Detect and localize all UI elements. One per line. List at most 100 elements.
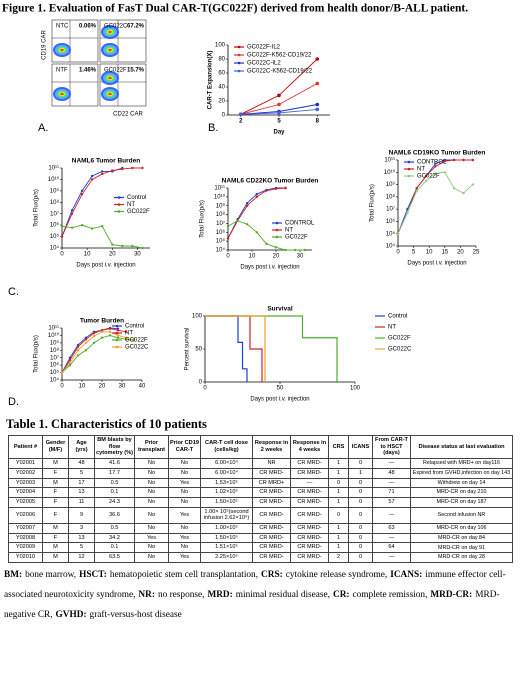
x-axis-label: Day xyxy=(273,130,285,136)
legend-label: GC022F-K562-CD19/22 xyxy=(247,53,312,59)
data-point xyxy=(68,358,72,362)
data-point xyxy=(124,336,128,339)
table-cell: F xyxy=(42,506,69,525)
data-point xyxy=(116,336,120,339)
table-cell: CR MRD- xyxy=(290,458,329,469)
table-cell: Second infusion NR xyxy=(410,506,513,525)
y-tick-label: 10⁶ xyxy=(386,218,396,225)
data-point xyxy=(131,166,134,170)
y-tick-label: 10⁹ xyxy=(50,187,60,194)
y-tick-label: 10¹⁰ xyxy=(48,332,60,339)
data-point xyxy=(277,111,281,115)
data-point xyxy=(303,248,306,252)
legend-label: GC022F xyxy=(417,174,440,180)
data-point xyxy=(70,226,74,229)
footnote-text: cytokine release syndrome, xyxy=(285,569,388,580)
data-point xyxy=(315,107,320,112)
y-tick-label: 0 xyxy=(199,380,203,386)
table-cell: No xyxy=(134,487,169,498)
table-cell: MRD-CR on day 28 xyxy=(410,552,513,563)
footnote-text: no response, xyxy=(157,589,205,600)
y-tick-label: 100 xyxy=(192,314,203,320)
axis-label: CD22 CAR xyxy=(113,112,143,118)
table-cell: MRD-CR on day 91 xyxy=(410,542,513,554)
table-cell: 1 xyxy=(328,458,349,469)
flow-density xyxy=(108,30,112,34)
header-cell: Patient # xyxy=(8,434,43,460)
series-line xyxy=(61,224,143,249)
y-axis-label: Total Flux(p/s) xyxy=(34,335,40,373)
x-tick-label: 5 xyxy=(412,250,416,256)
table-cell: MRD-CR on day 106 xyxy=(410,523,513,534)
data-point xyxy=(277,102,281,107)
data-point xyxy=(424,179,428,183)
x-tick-label: 20 xyxy=(273,254,280,260)
footnote-text: MRD-negative CR, xyxy=(4,589,500,620)
table-cell: MRD-CR on day 84 xyxy=(410,532,513,544)
data-point xyxy=(274,246,278,249)
x-tick-label: 0 xyxy=(60,252,64,258)
table-cell: 0 xyxy=(348,506,373,525)
legend-marker xyxy=(117,196,121,199)
header-cell: Gender (M/F) xyxy=(42,434,69,460)
footnote-item: MRD: minimal residual disease, xyxy=(207,590,330,600)
y-tick-label: 10⁹ xyxy=(50,339,60,346)
y-tick-label: 80 xyxy=(218,57,225,63)
table-cell: Y02002 xyxy=(8,467,43,479)
flow-percent: 0.06% xyxy=(79,24,97,30)
table-cell: F xyxy=(42,496,69,508)
footnote-item: MRD-CR: MRD-negative CR, xyxy=(4,590,500,620)
header-cell: Response in 2 weeks xyxy=(252,434,291,460)
table-cell: No xyxy=(134,506,169,525)
footnote-item: CRS: cytokine release syndrome, xyxy=(261,570,387,580)
data-point xyxy=(68,361,72,365)
data-point xyxy=(80,193,84,196)
footnote: BM: bone marrow, HSCT: hematopoietic stem c… xyxy=(4,565,514,625)
data-point xyxy=(434,162,437,165)
series-line xyxy=(240,83,318,115)
table-cell: 0 xyxy=(328,506,349,525)
y-tick-label: 10⁸ xyxy=(50,199,60,206)
y-tick-label: 10⁷ xyxy=(386,206,395,213)
data-point xyxy=(265,189,268,192)
table-title: Table 1. Characteristics of 10 patients xyxy=(6,417,207,431)
legend-label: NT xyxy=(285,228,293,234)
data-point xyxy=(274,187,278,191)
table-cell: Y02005 xyxy=(8,496,43,508)
table-cell: No xyxy=(134,467,169,479)
x-tick-label: 100 xyxy=(350,386,361,392)
y-tick-label: 40 xyxy=(218,85,225,91)
data-point xyxy=(132,339,136,342)
legend-label: Control xyxy=(388,314,407,320)
series-line xyxy=(61,327,119,373)
y-tick-label: 20 xyxy=(218,99,225,105)
x-axis-label: Days post i.v. injection xyxy=(240,265,299,271)
y-tick-label: 10⁵ xyxy=(386,230,396,237)
table-cell: CR MRD- xyxy=(252,542,291,554)
series-line xyxy=(61,334,134,373)
table-cell: M xyxy=(42,542,69,554)
legend-label: CONTROL xyxy=(285,221,315,227)
y-axis-label: Total Flux(p/s) xyxy=(34,189,40,227)
data-point xyxy=(255,192,258,196)
footnote-item: BM: bone marrow, xyxy=(4,570,76,580)
x-axis-label: Days post i.v. injection xyxy=(407,261,466,267)
header-cell: Prior transplant xyxy=(134,434,169,460)
table-cell: 0.5 xyxy=(94,523,135,534)
header-cell: Age (yrs) xyxy=(68,434,95,460)
flow-name: NTF xyxy=(56,68,68,74)
legend-marker xyxy=(237,61,241,65)
footnote-text: minimal residual disease, xyxy=(235,589,330,600)
y-tick-label: 10¹¹ xyxy=(48,166,59,172)
x-tick-label: 0 xyxy=(60,384,64,390)
panel-label: A. xyxy=(38,122,48,134)
x-tick-label: 25 xyxy=(473,250,480,256)
table-cell: 13 xyxy=(68,532,95,544)
x-tick-label: 20 xyxy=(99,384,106,390)
table-cell: CR MRD- xyxy=(252,496,291,508)
axis-label: CD19 CAR xyxy=(42,30,48,60)
table-cell: CR MRD- xyxy=(252,506,291,525)
y-tick-label: 10⁸ xyxy=(50,347,60,354)
legend-label: CONTROL xyxy=(417,160,447,166)
header-cell: Response in 4 weeks xyxy=(290,434,329,460)
